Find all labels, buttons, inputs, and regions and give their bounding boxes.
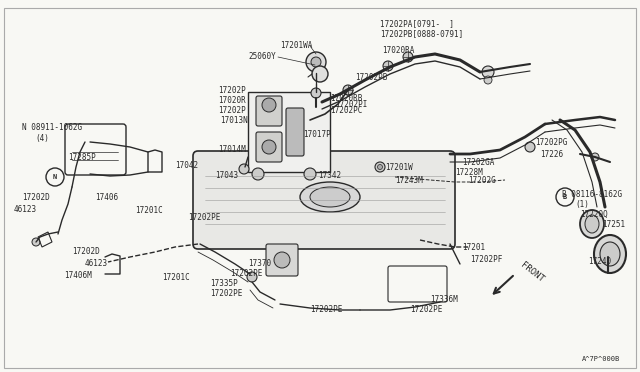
Bar (248, 92, 330, 172)
Text: 17201W: 17201W (385, 163, 413, 171)
Text: 17202PC: 17202PC (330, 106, 362, 115)
Ellipse shape (310, 187, 350, 207)
Text: 17243M: 17243M (395, 176, 423, 185)
Circle shape (262, 140, 276, 154)
Text: 17202P: 17202P (218, 106, 246, 115)
Text: 17202G: 17202G (468, 176, 496, 185)
Text: N 08911-1062G: N 08911-1062G (22, 122, 82, 131)
Text: 17370: 17370 (248, 260, 271, 269)
Text: N: N (53, 174, 57, 180)
Text: 17285P: 17285P (68, 153, 96, 161)
Ellipse shape (300, 182, 360, 212)
Circle shape (306, 52, 326, 72)
Circle shape (482, 66, 494, 78)
Text: 17202PG: 17202PG (535, 138, 568, 147)
Circle shape (311, 88, 321, 98)
Text: B 08116-8162G: B 08116-8162G (562, 189, 622, 199)
Ellipse shape (585, 215, 599, 233)
FancyBboxPatch shape (266, 244, 298, 276)
FancyBboxPatch shape (193, 151, 455, 249)
Circle shape (311, 57, 321, 67)
Text: 17226: 17226 (540, 150, 563, 158)
Text: B: B (563, 194, 567, 200)
Text: 17240: 17240 (588, 257, 611, 266)
Text: A^7P^000B: A^7P^000B (582, 356, 620, 362)
Circle shape (343, 85, 353, 95)
Circle shape (239, 164, 249, 174)
Text: 17020RA: 17020RA (382, 45, 414, 55)
Text: 17202D: 17202D (22, 192, 50, 202)
Text: 17201C: 17201C (135, 205, 163, 215)
Text: 17020R: 17020R (218, 96, 246, 105)
Circle shape (591, 153, 599, 161)
Text: 17336M: 17336M (430, 295, 458, 304)
Text: 17335P: 17335P (210, 279, 237, 289)
Text: 17202PE: 17202PE (230, 269, 262, 279)
Text: 17201C: 17201C (162, 273, 189, 282)
Text: 17017P: 17017P (303, 129, 331, 138)
Ellipse shape (600, 242, 620, 266)
Circle shape (383, 61, 393, 71)
Circle shape (375, 162, 385, 172)
Text: 17202GA: 17202GA (462, 157, 494, 167)
Text: 17014M: 17014M (218, 144, 246, 154)
Text: 17202P: 17202P (218, 86, 246, 94)
Text: 17043: 17043 (215, 170, 238, 180)
Circle shape (378, 164, 383, 170)
Text: 17202D: 17202D (72, 247, 100, 257)
Text: 17042: 17042 (175, 160, 198, 170)
Text: 25060Y: 25060Y (248, 51, 276, 61)
FancyBboxPatch shape (256, 96, 282, 126)
Text: 17202PE: 17202PE (210, 289, 243, 298)
Text: 17342: 17342 (318, 170, 341, 180)
Text: 17201WA: 17201WA (280, 41, 312, 49)
Text: 17202PA[0791-  ]: 17202PA[0791- ] (380, 19, 454, 29)
Text: 17202PE: 17202PE (310, 305, 342, 314)
Text: 17406: 17406 (95, 192, 118, 202)
Circle shape (484, 76, 492, 84)
Text: 17251: 17251 (602, 219, 625, 228)
Circle shape (304, 168, 316, 180)
Text: 17228M: 17228M (455, 167, 483, 176)
Text: 46123: 46123 (85, 260, 108, 269)
Text: 17020RB: 17020RB (330, 93, 362, 103)
Circle shape (525, 142, 535, 152)
Text: FRONT: FRONT (519, 260, 546, 284)
Ellipse shape (580, 210, 604, 238)
FancyBboxPatch shape (256, 132, 282, 162)
Text: 17220Q: 17220Q (580, 209, 608, 218)
Text: 17202PI: 17202PI (335, 99, 367, 109)
Text: 17202PB[0888-0791]: 17202PB[0888-0791] (380, 29, 463, 38)
Circle shape (32, 238, 40, 246)
Text: 17202PB: 17202PB (355, 73, 387, 81)
Text: 17202PF: 17202PF (470, 256, 502, 264)
Circle shape (274, 252, 290, 268)
Text: (4): (4) (35, 134, 49, 142)
Text: 17202PE: 17202PE (188, 212, 220, 221)
FancyBboxPatch shape (286, 108, 304, 156)
Text: (1): (1) (575, 199, 589, 208)
Circle shape (262, 98, 276, 112)
Text: 17201: 17201 (462, 243, 485, 251)
Circle shape (312, 66, 328, 82)
Text: 17202PE: 17202PE (410, 305, 442, 314)
Text: 17406M: 17406M (64, 272, 92, 280)
Text: 46123: 46123 (14, 205, 37, 214)
Circle shape (247, 272, 257, 282)
Ellipse shape (594, 235, 626, 273)
Circle shape (403, 52, 413, 62)
Circle shape (252, 168, 264, 180)
Text: 17013N: 17013N (220, 115, 248, 125)
